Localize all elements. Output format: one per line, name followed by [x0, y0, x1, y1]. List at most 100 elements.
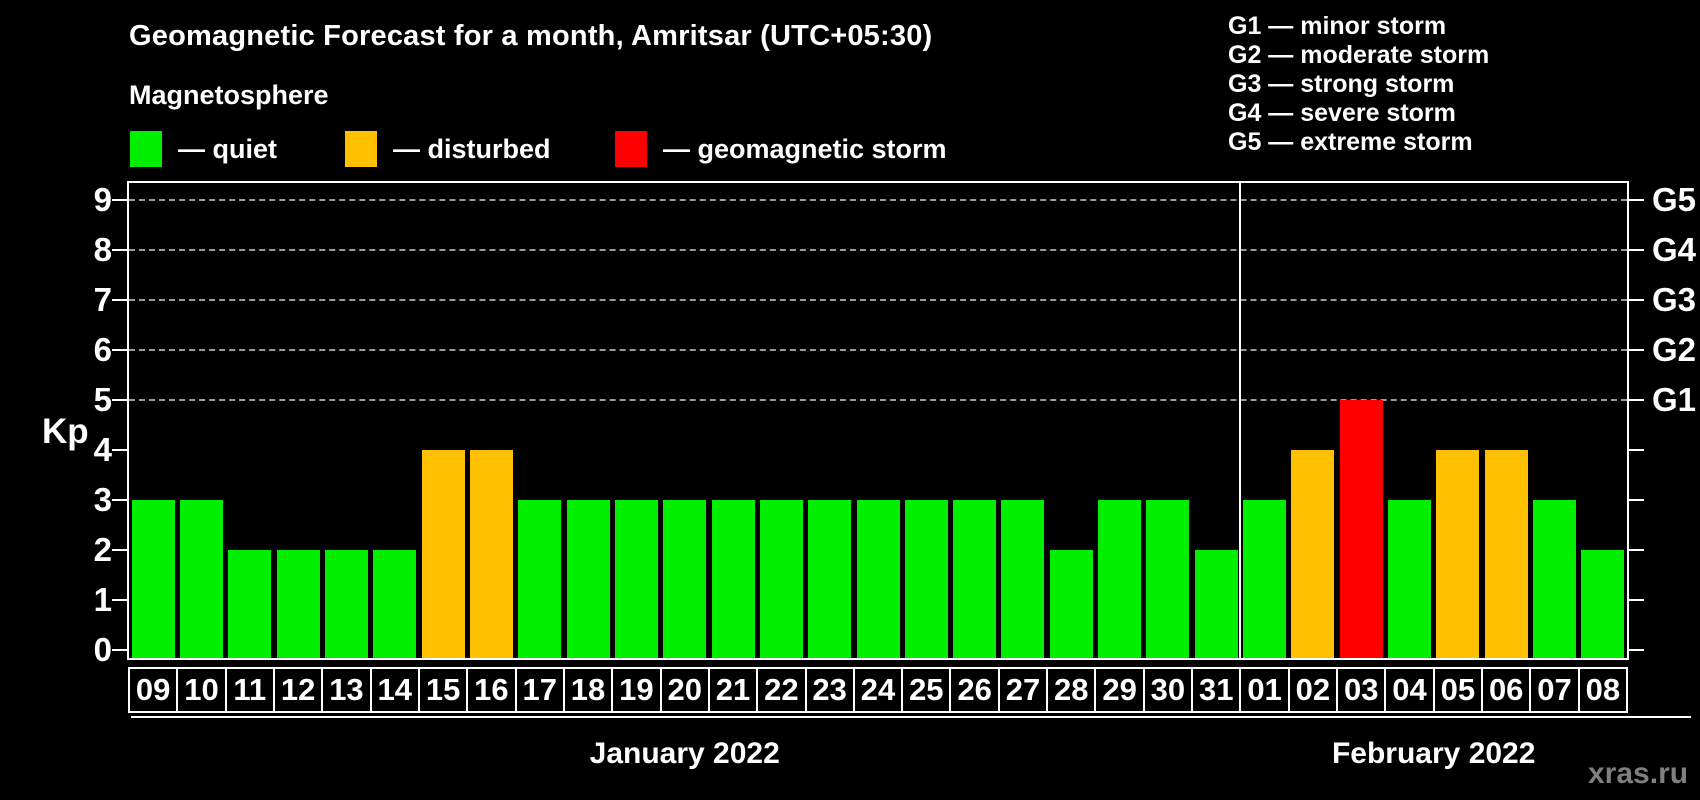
date-box-14: 14 [369, 667, 420, 713]
right-axis-label-g1: G1 [1652, 381, 1697, 418]
kp-bar-10 [179, 500, 223, 658]
kp-bar-14 [373, 550, 417, 658]
kp-bar-29 [1098, 500, 1142, 658]
date-box-20: 20 [659, 667, 710, 713]
legend-label-quiet: — quiet [178, 133, 277, 164]
y-axis-label-3: 3 [93, 481, 112, 518]
y-axis-tick-right-9 [1627, 199, 1644, 201]
date-box-16: 16 [466, 667, 517, 713]
storm-scale-g5: G5 — extreme storm [1228, 128, 1473, 156]
y-axis-title: Kp [42, 412, 89, 451]
kp-bar-07 [1533, 500, 1577, 658]
kp-bar-05 [1436, 450, 1480, 658]
y-axis-label-5: 5 [93, 381, 112, 418]
kp-bar-30 [1146, 500, 1190, 658]
y-axis-tick-right-1 [1627, 599, 1644, 601]
storm-scale-g3: G3 — strong storm [1228, 70, 1455, 98]
storm-color-swatch [615, 131, 647, 167]
y-axis-tick-left-4 [112, 449, 129, 451]
date-box-26: 26 [949, 667, 1000, 713]
date-box-23: 23 [804, 667, 855, 713]
plot-frame [127, 181, 1629, 660]
legend-label-disturbed: — disturbed [393, 133, 551, 164]
date-box-05: 05 [1432, 667, 1484, 713]
legend-item-disturbed: — disturbed [345, 130, 551, 168]
y-axis-tick-left-1 [112, 599, 129, 601]
date-box-24: 24 [852, 667, 904, 713]
y-axis-tick-left-8 [112, 249, 129, 251]
kp-bar-02 [1291, 450, 1335, 658]
kp-bar-24 [856, 500, 900, 658]
month-label-january: January 2022 [589, 737, 780, 770]
date-box-13: 13 [321, 667, 372, 713]
storm-scale-g4: G4 — severe storm [1228, 99, 1456, 127]
kp-bar-03 [1339, 400, 1383, 658]
y-axis-tick-left-5 [112, 399, 129, 401]
y-axis-label-1: 1 [93, 581, 112, 618]
date-box-08: 08 [1577, 667, 1628, 713]
y-axis-tick-right-3 [1627, 499, 1644, 501]
date-axis: 09 10 11 12 13 14 15 16 17 18 19 20 21 22 23 24 25 26 27 28… [128, 667, 1628, 715]
kp-bar-12 [276, 550, 320, 658]
kp-bar-06 [1484, 450, 1528, 658]
y-axis-label-6: 6 [93, 331, 112, 368]
y-axis-label-4: 4 [93, 431, 112, 468]
y-axis-label-7: 7 [93, 281, 112, 318]
date-box-11: 11 [224, 667, 275, 713]
date-box-15: 15 [417, 667, 469, 713]
gridline-kp7 [129, 299, 1627, 301]
date-box-31: 31 [1191, 667, 1242, 713]
kp-bar-28 [1049, 550, 1093, 658]
y-axis-tick-right-5 [1627, 399, 1644, 401]
kp-bar-18 [566, 500, 610, 658]
legend-label-storm: — geomagnetic storm [663, 133, 947, 164]
gridline-kp5 [129, 399, 1627, 401]
kp-bar-25 [904, 500, 948, 658]
kp-bar-17 [518, 500, 562, 658]
date-box-12: 12 [272, 667, 324, 713]
xras-watermark: xras.ru [1588, 757, 1689, 790]
legend-item-storm: — geomagnetic storm [615, 130, 947, 168]
kp-bar-15 [421, 450, 465, 658]
date-box-17: 17 [514, 667, 565, 713]
y-axis-tick-right-6 [1627, 349, 1644, 351]
kp-bar-31 [1194, 550, 1238, 658]
date-box-09: 09 [128, 667, 179, 713]
date-box-19: 19 [611, 667, 662, 713]
date-box-07: 07 [1529, 667, 1580, 713]
kp-bar-11 [228, 550, 272, 658]
y-axis-tick-left-0 [112, 649, 129, 651]
kp-bar-01 [1243, 500, 1287, 658]
y-axis-tick-left-2 [112, 549, 129, 551]
date-box-29: 29 [1094, 667, 1145, 713]
y-axis-tick-left-6 [112, 349, 129, 351]
kp-bar-26 [953, 500, 997, 658]
kp-bar-13 [324, 550, 368, 658]
chart-subtitle: Magnetosphere [129, 80, 329, 110]
date-box-06: 06 [1481, 667, 1532, 713]
date-box-22: 22 [756, 667, 807, 713]
right-axis-label-g2: G2 [1652, 331, 1697, 368]
kp-bar-21 [711, 500, 755, 658]
y-axis-label-9: 9 [93, 181, 112, 218]
y-axis-label-0: 0 [93, 631, 112, 668]
y-axis-tick-left-9 [112, 199, 129, 201]
right-axis-label-g4: G4 [1652, 231, 1697, 268]
kp-bar-09 [131, 500, 175, 658]
y-axis-tick-right-2 [1627, 549, 1644, 551]
y-axis-tick-right-0 [1627, 649, 1644, 651]
kp-bar-22 [759, 500, 803, 658]
date-box-25: 25 [901, 667, 952, 713]
quiet-color-swatch [130, 131, 162, 167]
right-axis-label-g3: G3 [1652, 281, 1697, 318]
kp-bar-19 [614, 500, 658, 658]
y-axis-tick-left-7 [112, 299, 129, 301]
date-axis-baseline [131, 716, 1691, 718]
storm-scale-g2: G2 — moderate storm [1228, 41, 1490, 69]
date-box-02: 02 [1287, 667, 1339, 713]
y-axis-tick-right-4 [1627, 449, 1644, 451]
y-axis-label-8: 8 [93, 231, 112, 268]
date-box-28: 28 [1046, 667, 1097, 713]
kp-bar-04 [1388, 500, 1432, 658]
kp-bar-23 [808, 500, 852, 658]
